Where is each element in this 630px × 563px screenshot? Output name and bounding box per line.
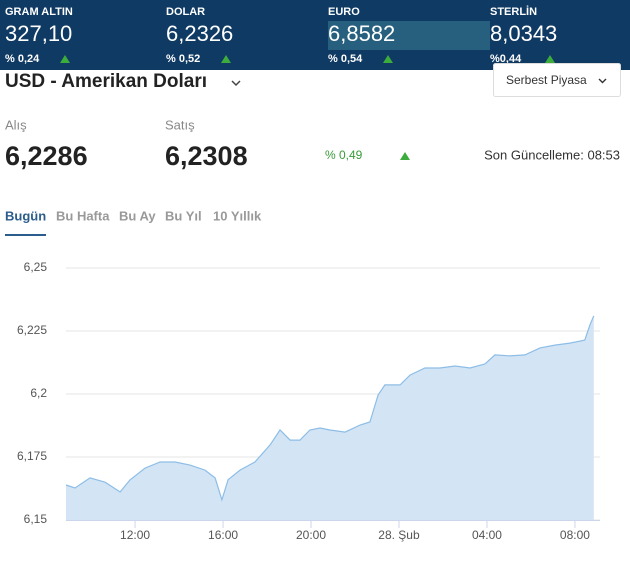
ticker-up-arrow [383,55,393,63]
x-tick-label: 28. Şub [378,528,420,542]
ticker-change[interactable]: % 0,52 [166,53,200,65]
x-tick-label: 04:00 [472,528,502,542]
ticker-price[interactable]: 6,8582 [328,21,395,46]
y-tick-label: 6,2 [30,386,47,400]
ticker-change[interactable]: %0,44 [490,53,522,65]
x-tick-label: 12:00 [120,528,150,542]
market-label[interactable]: Serbest Piyasa [506,73,587,87]
y-tick-label: 6,175 [17,449,47,463]
change-value: % 0,49 [325,148,363,162]
x-tick-label: 20:00 [296,528,326,542]
title-chevron[interactable] [231,80,241,87]
last-updated: Son Güncelleme: 08:53 [484,147,620,162]
buy-value: 6,2286 [5,141,88,171]
tab[interactable]: 10 Yıllık [213,208,262,223]
ticker: GRAM ALTIN 327,10 % 0,24 DOLAR 6,2326 % 0,52 E… [5,5,557,65]
x-tick-label: 16:00 [208,528,238,542]
ticker-name[interactable]: STERLİN [490,5,537,18]
ticker-highlight [328,21,490,50]
ticker-up-arrow [545,55,555,63]
ticker-price[interactable]: 6,2326 [166,21,233,46]
tabs: Bugün Bu Hafta Bu Ay Bu Yıl 10 Yıllık [5,208,262,223]
ticker-bar [0,0,630,70]
tab[interactable]: Bu Yıl [165,208,202,223]
area [66,315,594,520]
market-dropdown[interactable] [493,63,621,97]
tab[interactable]: Bugün [5,208,46,223]
tab[interactable]: Bu Ay [119,208,156,223]
ticker-price[interactable]: 327,10 [5,21,72,46]
sell-value: 6,2308 [165,141,248,171]
ticker-change[interactable]: % 0,54 [328,53,363,65]
page-title: USD - Amerikan Doları [5,71,207,92]
line [65,315,595,502]
ticker-up-arrow [60,55,70,63]
x-tick-label: 08:00 [560,528,590,542]
dropdown-chevron[interactable] [598,78,607,84]
sell-label: Satış [165,117,195,132]
y-tick-label: 6,225 [17,323,47,337]
buy-label: Alış [5,117,27,132]
ticker-name[interactable]: GRAM ALTIN [5,6,73,18]
y-tick-label: 6,25 [24,260,48,274]
ticker-change[interactable]: % 0,24 [5,53,40,65]
ticker-name[interactable]: EURO [328,6,360,18]
ticker-price[interactable]: 8,0343 [490,21,557,46]
up-arrow [400,152,410,160]
ticker-up-arrow [221,55,231,63]
y-tick-label: 6,15 [24,512,48,526]
chart: 6,15 6,175 6,2 6,225 6,25 12:00 16:00 20:00 28. … [17,260,600,542]
tab[interactable]: Bu Hafta [56,208,110,223]
ticker-name[interactable]: DOLAR [166,6,205,18]
